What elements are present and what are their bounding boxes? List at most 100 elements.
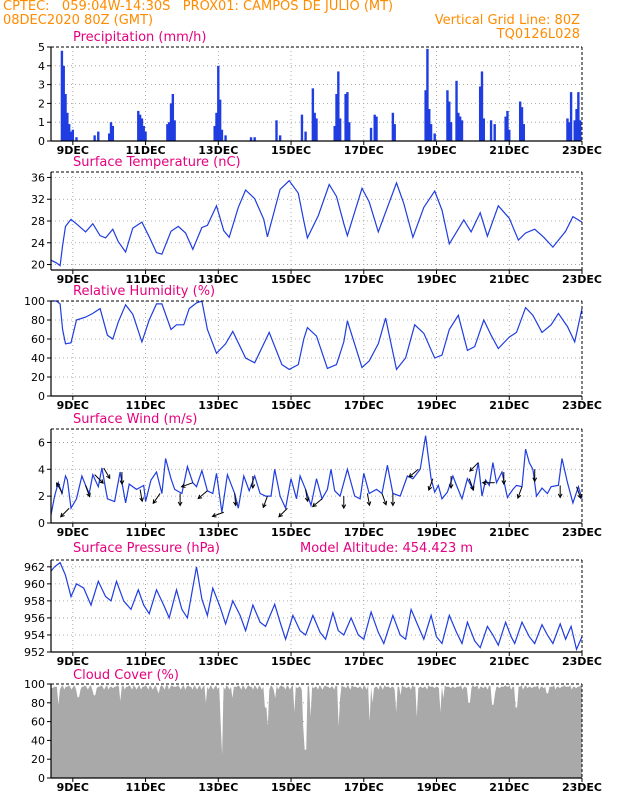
precip-bar [520, 107, 524, 141]
precip-bar [217, 65, 220, 141]
panel-title: Precipitation (mm/h) [73, 30, 206, 45]
wind-arrow [139, 489, 144, 503]
x-tick-label: 9DEC [57, 526, 89, 539]
precip-bar [391, 112, 395, 141]
x-tick-label: 13DEC [198, 144, 238, 157]
y-tick-label: 20 [31, 371, 45, 384]
precip-bar [75, 137, 78, 141]
precip-bar [393, 124, 396, 141]
precip-bar [566, 118, 569, 141]
y-tick-label: 0 [38, 135, 45, 148]
precip-bar [173, 120, 176, 141]
y-tick-label: 40 [31, 734, 45, 747]
x-tick-label: 19DEC [417, 526, 457, 539]
precip-bar [315, 118, 318, 141]
precip-bar [493, 124, 496, 141]
wind-arrow [468, 478, 475, 491]
y-tick-label: 958 [24, 595, 45, 608]
panel-1: 20 24 28 32 36 9DEC 11DEC 13DEC 15DEC 17DEC 19DEC 2… [31, 155, 602, 286]
precip-bar [433, 133, 436, 141]
precip-bar [373, 114, 376, 141]
wind-arrow [250, 476, 256, 490]
precip-bar [171, 94, 175, 141]
precip-bar [107, 133, 111, 141]
precip-bar [304, 131, 307, 141]
x-tick-label: 17DEC [344, 526, 384, 539]
precip-bar [311, 88, 315, 141]
x-tick-label: 11DEC [126, 273, 166, 286]
header-date: 08DEC2020 80Z (GMT) [3, 13, 154, 28]
precip-bar [460, 120, 464, 141]
y-tick-label: 0 [38, 517, 45, 530]
y-tick-label: 0 [38, 390, 45, 403]
y-tick-label: 6 [38, 436, 45, 449]
precip-bar [215, 112, 218, 141]
y-tick-label: 100 [24, 295, 45, 308]
precip-bar [344, 94, 347, 141]
wind-arrow [278, 507, 288, 518]
x-tick-label: 15DEC [271, 399, 311, 412]
wind-arrow [94, 474, 104, 484]
precip-bar [69, 131, 73, 141]
x-tick-label: 11DEC [126, 399, 166, 412]
panel-4: 952 954 956 958 960 962 9DEC 11DEC 13DEC 15DEC 17D… [24, 541, 602, 668]
precip-bar [424, 90, 427, 141]
y-tick-label: 28 [31, 215, 45, 228]
x-tick-label: 19DEC [417, 399, 457, 412]
panel-3: 0 2 4 6 9DEC 11DEC 13DEC 15DEC 17DEC 19DEC 21DEC 23… [38, 412, 602, 539]
precip-bar [338, 118, 342, 141]
precip-bar [313, 112, 316, 141]
wind-arrow [180, 482, 194, 488]
panel-5: 0 20 40 60 80 100 9DEC 11DEC 13DEC 15DEC 17DEC 19DE… [24, 668, 602, 794]
wind-arrow [119, 471, 125, 486]
x-tick-label: 23DEC [562, 399, 602, 412]
wind-arrow [233, 493, 238, 507]
wind-arrow [177, 493, 183, 507]
series-line [50, 435, 583, 516]
precip-bar [337, 71, 340, 141]
wind-arrow [59, 507, 70, 518]
precip-bar [508, 129, 511, 141]
wind-arrow [532, 469, 538, 483]
precip-bar [249, 137, 253, 141]
x-tick-label: 15DEC [271, 526, 311, 539]
header-grid-line: Vertical Grid Line: 80Z [434, 13, 580, 28]
wind-arrow [197, 490, 208, 500]
x-tick-label: 21DEC [489, 399, 529, 412]
y-tick-label: 24 [31, 237, 45, 250]
y-tick-label: 3 [38, 79, 45, 92]
precip-bar [138, 114, 142, 141]
precip-bar [489, 120, 493, 141]
x-tick-label: 15DEC [271, 781, 311, 794]
precip-bar [66, 112, 69, 141]
x-tick-label: 9DEC [57, 273, 89, 286]
wind-arrow [85, 485, 91, 498]
precip-bar [569, 92, 573, 141]
wind-arrow [211, 511, 224, 518]
x-tick-label: 13DEC [198, 781, 238, 794]
x-tick-label: 17DEC [344, 144, 384, 157]
precip-bar [455, 80, 458, 141]
wind-arrow [469, 462, 479, 472]
wind-arrow [481, 480, 495, 486]
precip-bar [482, 118, 486, 141]
precip-bar [348, 122, 351, 141]
y-tick-label: 20 [31, 259, 45, 272]
precip-bar [137, 110, 140, 141]
precip-bar [253, 137, 256, 141]
precip-bar [578, 120, 582, 141]
y-tick-label: 32 [31, 193, 45, 206]
y-tick-label: 60 [31, 333, 45, 346]
y-tick-label: 956 [24, 612, 45, 625]
wind-arrow [390, 493, 396, 507]
precip-bar [97, 131, 100, 141]
x-tick-label: 17DEC [344, 781, 384, 794]
precip-bar [480, 71, 484, 141]
precip-bar [458, 116, 462, 141]
x-tick-label: 23DEC [562, 526, 602, 539]
model-altitude: Model Altitude: 454.423 m [300, 541, 473, 556]
precip-bar [573, 120, 576, 141]
precip-bar [67, 124, 71, 141]
wind-arrow [341, 496, 347, 510]
y-tick-label: 1 [38, 116, 45, 129]
